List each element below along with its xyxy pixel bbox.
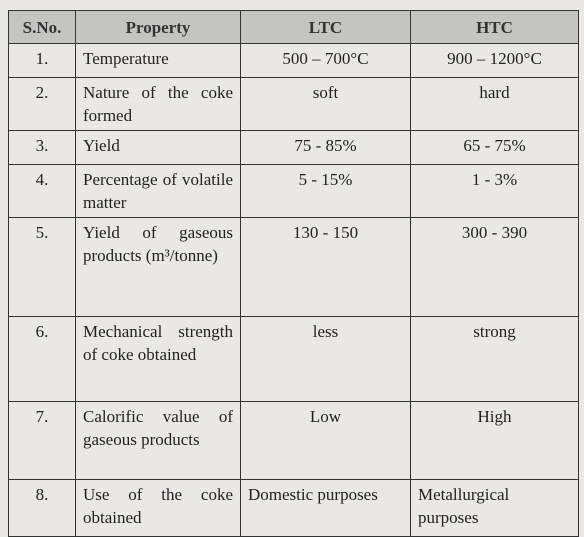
table-row: 8. Use of the coke obtained Domestic purpo… xyxy=(8,479,579,537)
table-cell: Nature of the coke formed xyxy=(75,77,241,131)
table-cell: 500 – 700°C xyxy=(240,43,411,78)
table-row: 6. Mechanical strength of coke obtained le… xyxy=(8,316,579,402)
header-cell: S.No. xyxy=(8,10,76,44)
header-row: S.No. Property LTC HTC xyxy=(8,10,579,44)
table-cell: Low xyxy=(240,401,411,480)
table-body: 1. Temperature 500 – 700°C 900 – 1200°C 2. Na… xyxy=(8,43,579,537)
table-cell: 75 - 85% xyxy=(240,130,411,165)
table-cell: 3. xyxy=(8,130,76,165)
table-cell: Yield of gaseous products (m³/tonne) xyxy=(75,217,241,317)
table-cell: 4. xyxy=(8,164,76,218)
table-cell: less xyxy=(240,316,411,402)
table-row: 2. Nature of the coke formed soft hard xyxy=(8,77,579,131)
table-row: 1. Temperature 500 – 700°C 900 – 1200°C xyxy=(8,43,579,78)
table-cell: strong xyxy=(410,316,579,402)
table-row: 4. Percentage of volatile matter 5 - 15% 1 … xyxy=(8,164,579,218)
table-cell: 5. xyxy=(8,217,76,317)
table-cell: 1. xyxy=(8,43,76,78)
table-cell: Use of the coke obtained xyxy=(75,479,241,537)
table-cell: 65 - 75% xyxy=(410,130,579,165)
table-row: 3. Yield 75 - 85% 65 - 75% xyxy=(8,130,579,165)
table-cell: 8. xyxy=(8,479,76,537)
comparison-table: S.No. Property LTC HTC 1. Temperature 500 – 7… xyxy=(8,10,579,537)
table-cell: hard xyxy=(410,77,579,131)
table-row: 7. Calorific value of gaseous products Low… xyxy=(8,401,579,480)
header-cell: LTC xyxy=(240,10,411,44)
table-cell: Yield xyxy=(75,130,241,165)
table-cell: 7. xyxy=(8,401,76,480)
table-cell: High xyxy=(410,401,579,480)
table-cell: 300 - 390 xyxy=(410,217,579,317)
table-cell: Temperature xyxy=(75,43,241,78)
header-cell: Property xyxy=(75,10,241,44)
table-cell: Calorific value of gaseous products xyxy=(75,401,241,480)
table-cell: Metallurgical purposes xyxy=(410,479,579,537)
table-cell: 6. xyxy=(8,316,76,402)
table-cell: Mechanical strength of coke obtained xyxy=(75,316,241,402)
table-cell: 5 - 15% xyxy=(240,164,411,218)
header-cell: HTC xyxy=(410,10,579,44)
table-cell: 2. xyxy=(8,77,76,131)
table-cell: 900 – 1200°C xyxy=(410,43,579,78)
table-cell: Percentage of volatile matter xyxy=(75,164,241,218)
table-cell: 130 - 150 xyxy=(240,217,411,317)
table-row: 5. Yield of gaseous products (m³/tonne) 13… xyxy=(8,217,579,317)
table-header: S.No. Property LTC HTC xyxy=(8,10,579,44)
table-cell: soft xyxy=(240,77,411,131)
table-cell: Domestic purposes xyxy=(240,479,411,537)
table-cell: 1 - 3% xyxy=(410,164,579,218)
